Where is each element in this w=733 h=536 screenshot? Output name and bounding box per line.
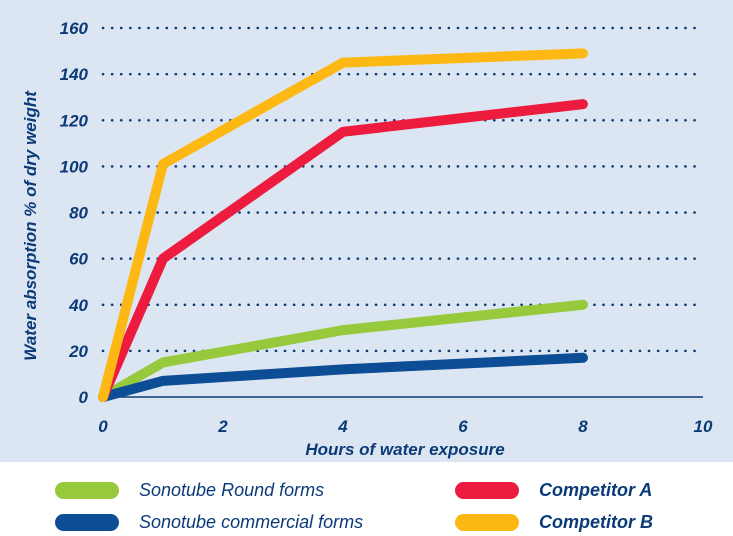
legend-item-competitor-a: Competitor A (455, 476, 652, 504)
legend-label-sonotube-round: Sonotube Round forms (139, 479, 325, 500)
legend: Sonotube Round forms Sonotube commercial… (0, 462, 733, 533)
legend-swatch-competitor-b (455, 513, 519, 531)
y-tick-label: 120 (60, 111, 89, 130)
chart-panel: 0 20 40 60 80 100 120 140 160 0 2 4 6 8 10 Hours of wa… (0, 0, 733, 462)
series-line (98, 299, 588, 402)
x-tick-label: 4 (337, 417, 348, 436)
y-tick-label: 40 (68, 296, 88, 315)
series-line (98, 99, 588, 402)
x-tick-label: 2 (217, 417, 228, 436)
line-chart: 0 20 40 60 80 100 120 140 160 0 2 4 6 8 10 Hours of wa… (21, 19, 713, 459)
legend-swatch-competitor-a (455, 481, 519, 499)
x-tick-label: 10 (694, 417, 713, 436)
legend-swatch-sonotube-commercial (55, 513, 119, 531)
y-tick-label: 0 (79, 388, 89, 407)
x-tick-label: 6 (458, 417, 468, 436)
series-line (98, 48, 588, 402)
x-axis-title: Hours of water exposure (305, 440, 504, 459)
y-tick-label: 160 (60, 19, 89, 38)
legend-item-sonotube-commercial: Sonotube commercial forms (55, 508, 363, 536)
legend-label-competitor-a: Competitor A (539, 479, 653, 500)
x-tick-label: 0 (98, 417, 108, 436)
legend-item-sonotube-round: Sonotube Round forms (55, 476, 324, 504)
y-tick-label: 140 (60, 65, 89, 84)
y-tick-label: 100 (60, 157, 89, 176)
legend-swatch-sonotube-round (55, 481, 119, 499)
legend-label-sonotube-commercial: Sonotube commercial forms (139, 511, 364, 532)
y-axis-title: Water absorption % of dry weight (21, 90, 40, 361)
y-tick-label: 20 (68, 342, 88, 361)
y-tick-label: 60 (69, 250, 88, 269)
legend-label-competitor-b: Competitor B (539, 511, 653, 532)
x-tick-label: 8 (578, 417, 588, 436)
legend-item-competitor-b: Competitor B (455, 508, 653, 536)
series-line (98, 352, 588, 402)
y-tick-label: 80 (69, 204, 88, 223)
